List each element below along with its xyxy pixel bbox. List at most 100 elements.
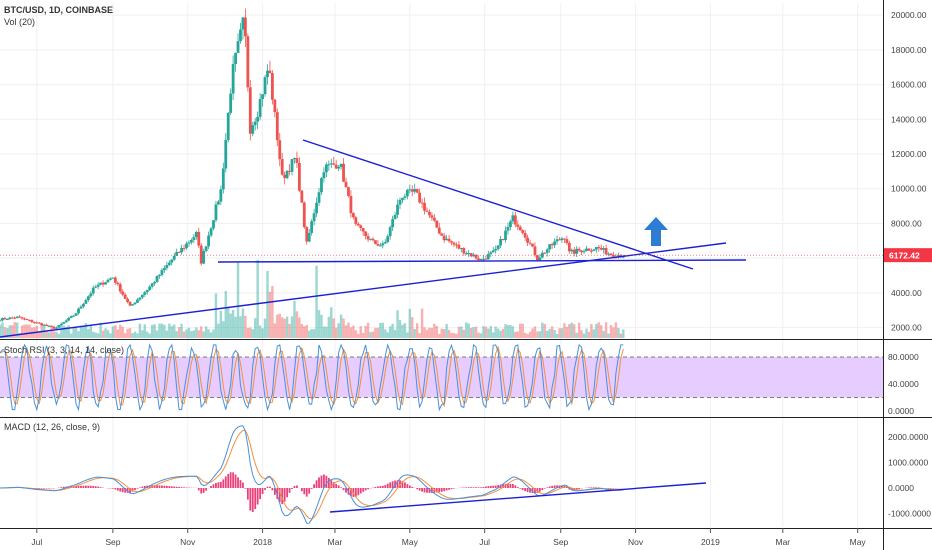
macd-histogram-bar [553, 485, 556, 488]
volume-bar [312, 329, 316, 338]
volume-bar [541, 322, 544, 338]
volume-bar [128, 328, 132, 338]
volume-bar [25, 324, 29, 338]
candle-body [150, 283, 154, 287]
candle-body [366, 236, 370, 240]
stoch-tick-label: 0.0000 [888, 406, 914, 416]
macd-histogram-bar [592, 487, 595, 488]
macd-histogram-bar [173, 486, 176, 488]
candle-body [116, 282, 120, 285]
candle-body [621, 256, 625, 258]
candle-body [329, 163, 333, 165]
volume-bar [231, 309, 235, 338]
volume-bar [229, 313, 232, 338]
macd-histogram-bar [381, 485, 384, 488]
volume-bar [104, 328, 107, 338]
volume-bar [425, 329, 429, 338]
candle-body [155, 276, 159, 282]
macd-histogram-bar [494, 485, 497, 488]
volume-bar [330, 307, 333, 338]
volume-bar [487, 328, 490, 338]
candle-body [347, 187, 350, 196]
volume-bar [462, 329, 465, 338]
candle-body [197, 231, 201, 246]
macd-histogram-bar [197, 488, 200, 491]
macd-histogram-bar [325, 475, 328, 488]
macd-histogram-bar [516, 487, 519, 488]
candle-body [575, 248, 579, 254]
macd-histogram-bar [519, 488, 522, 489]
candle-body [82, 303, 85, 307]
macd-histogram-bar [467, 487, 470, 488]
candle-body [577, 248, 581, 251]
volume-bar [435, 325, 439, 338]
candle-body [450, 241, 453, 243]
macd-histogram-bar [340, 487, 342, 488]
volume-bar [384, 329, 387, 338]
volume-bar [23, 324, 26, 338]
macd-pane [0, 425, 707, 524]
macd-histogram-bar [421, 488, 423, 492]
candle-body [0, 320, 2, 322]
candle-body [219, 189, 223, 202]
candle-body [565, 239, 569, 244]
candle-body [452, 242, 456, 245]
candle-body [518, 226, 522, 231]
macd-histogram-bar [212, 484, 215, 488]
volume-bar [133, 331, 137, 338]
volume-bar [40, 323, 43, 338]
volume-bar [295, 311, 299, 338]
candle-body [479, 259, 483, 261]
macd-histogram-bar [357, 488, 360, 496]
volume-bar [428, 327, 431, 338]
volume-bar [187, 327, 191, 338]
candle-body [295, 157, 299, 164]
candle-body [486, 254, 490, 260]
candle-body [231, 64, 235, 94]
volume-bar [222, 321, 225, 338]
candle-body [594, 247, 598, 250]
macd-histogram-bar [511, 484, 514, 488]
candle-body [248, 87, 252, 134]
macd-histogram-bar [217, 482, 220, 488]
candle-body [15, 316, 19, 318]
volume-bar [60, 324, 63, 338]
volume-bar [273, 323, 277, 338]
macd-histogram-bar [121, 488, 124, 493]
candle-body [398, 199, 402, 205]
candle-body [234, 52, 237, 65]
volume-bar [371, 331, 375, 338]
candle-body [121, 291, 125, 295]
macd-histogram-bar [612, 488, 615, 489]
volume-bar [406, 332, 409, 338]
volume-bar [590, 323, 593, 338]
candle-body [261, 94, 264, 100]
volume-bar [234, 316, 237, 338]
macd-histogram-bar [227, 473, 230, 488]
macd-histogram-bar [335, 484, 338, 488]
candle-body [143, 292, 147, 295]
macd-histogram-bar [136, 488, 139, 489]
macd-histogram-bar [610, 488, 612, 489]
volume-bar [477, 332, 480, 338]
volume-bar [521, 323, 524, 338]
candle-body [415, 189, 419, 193]
candle-body [477, 258, 480, 260]
volume-bar [20, 325, 24, 338]
volume-bar [126, 328, 129, 338]
macd-histogram-bar [229, 472, 232, 488]
candle-body [538, 257, 542, 261]
candle-body [52, 326, 56, 329]
volume-bar [261, 328, 264, 338]
macd-histogram-bar [165, 485, 168, 488]
candle-body [332, 163, 336, 165]
candle-body [158, 274, 161, 277]
macd-histogram-bar [359, 488, 362, 494]
candle-body [160, 270, 164, 275]
candle-body [413, 189, 417, 192]
candle-body [369, 238, 372, 240]
macd-histogram-bar [482, 486, 485, 488]
candle-body [229, 93, 233, 113]
macd-histogram-bar [222, 479, 225, 488]
candle-body [113, 277, 117, 283]
